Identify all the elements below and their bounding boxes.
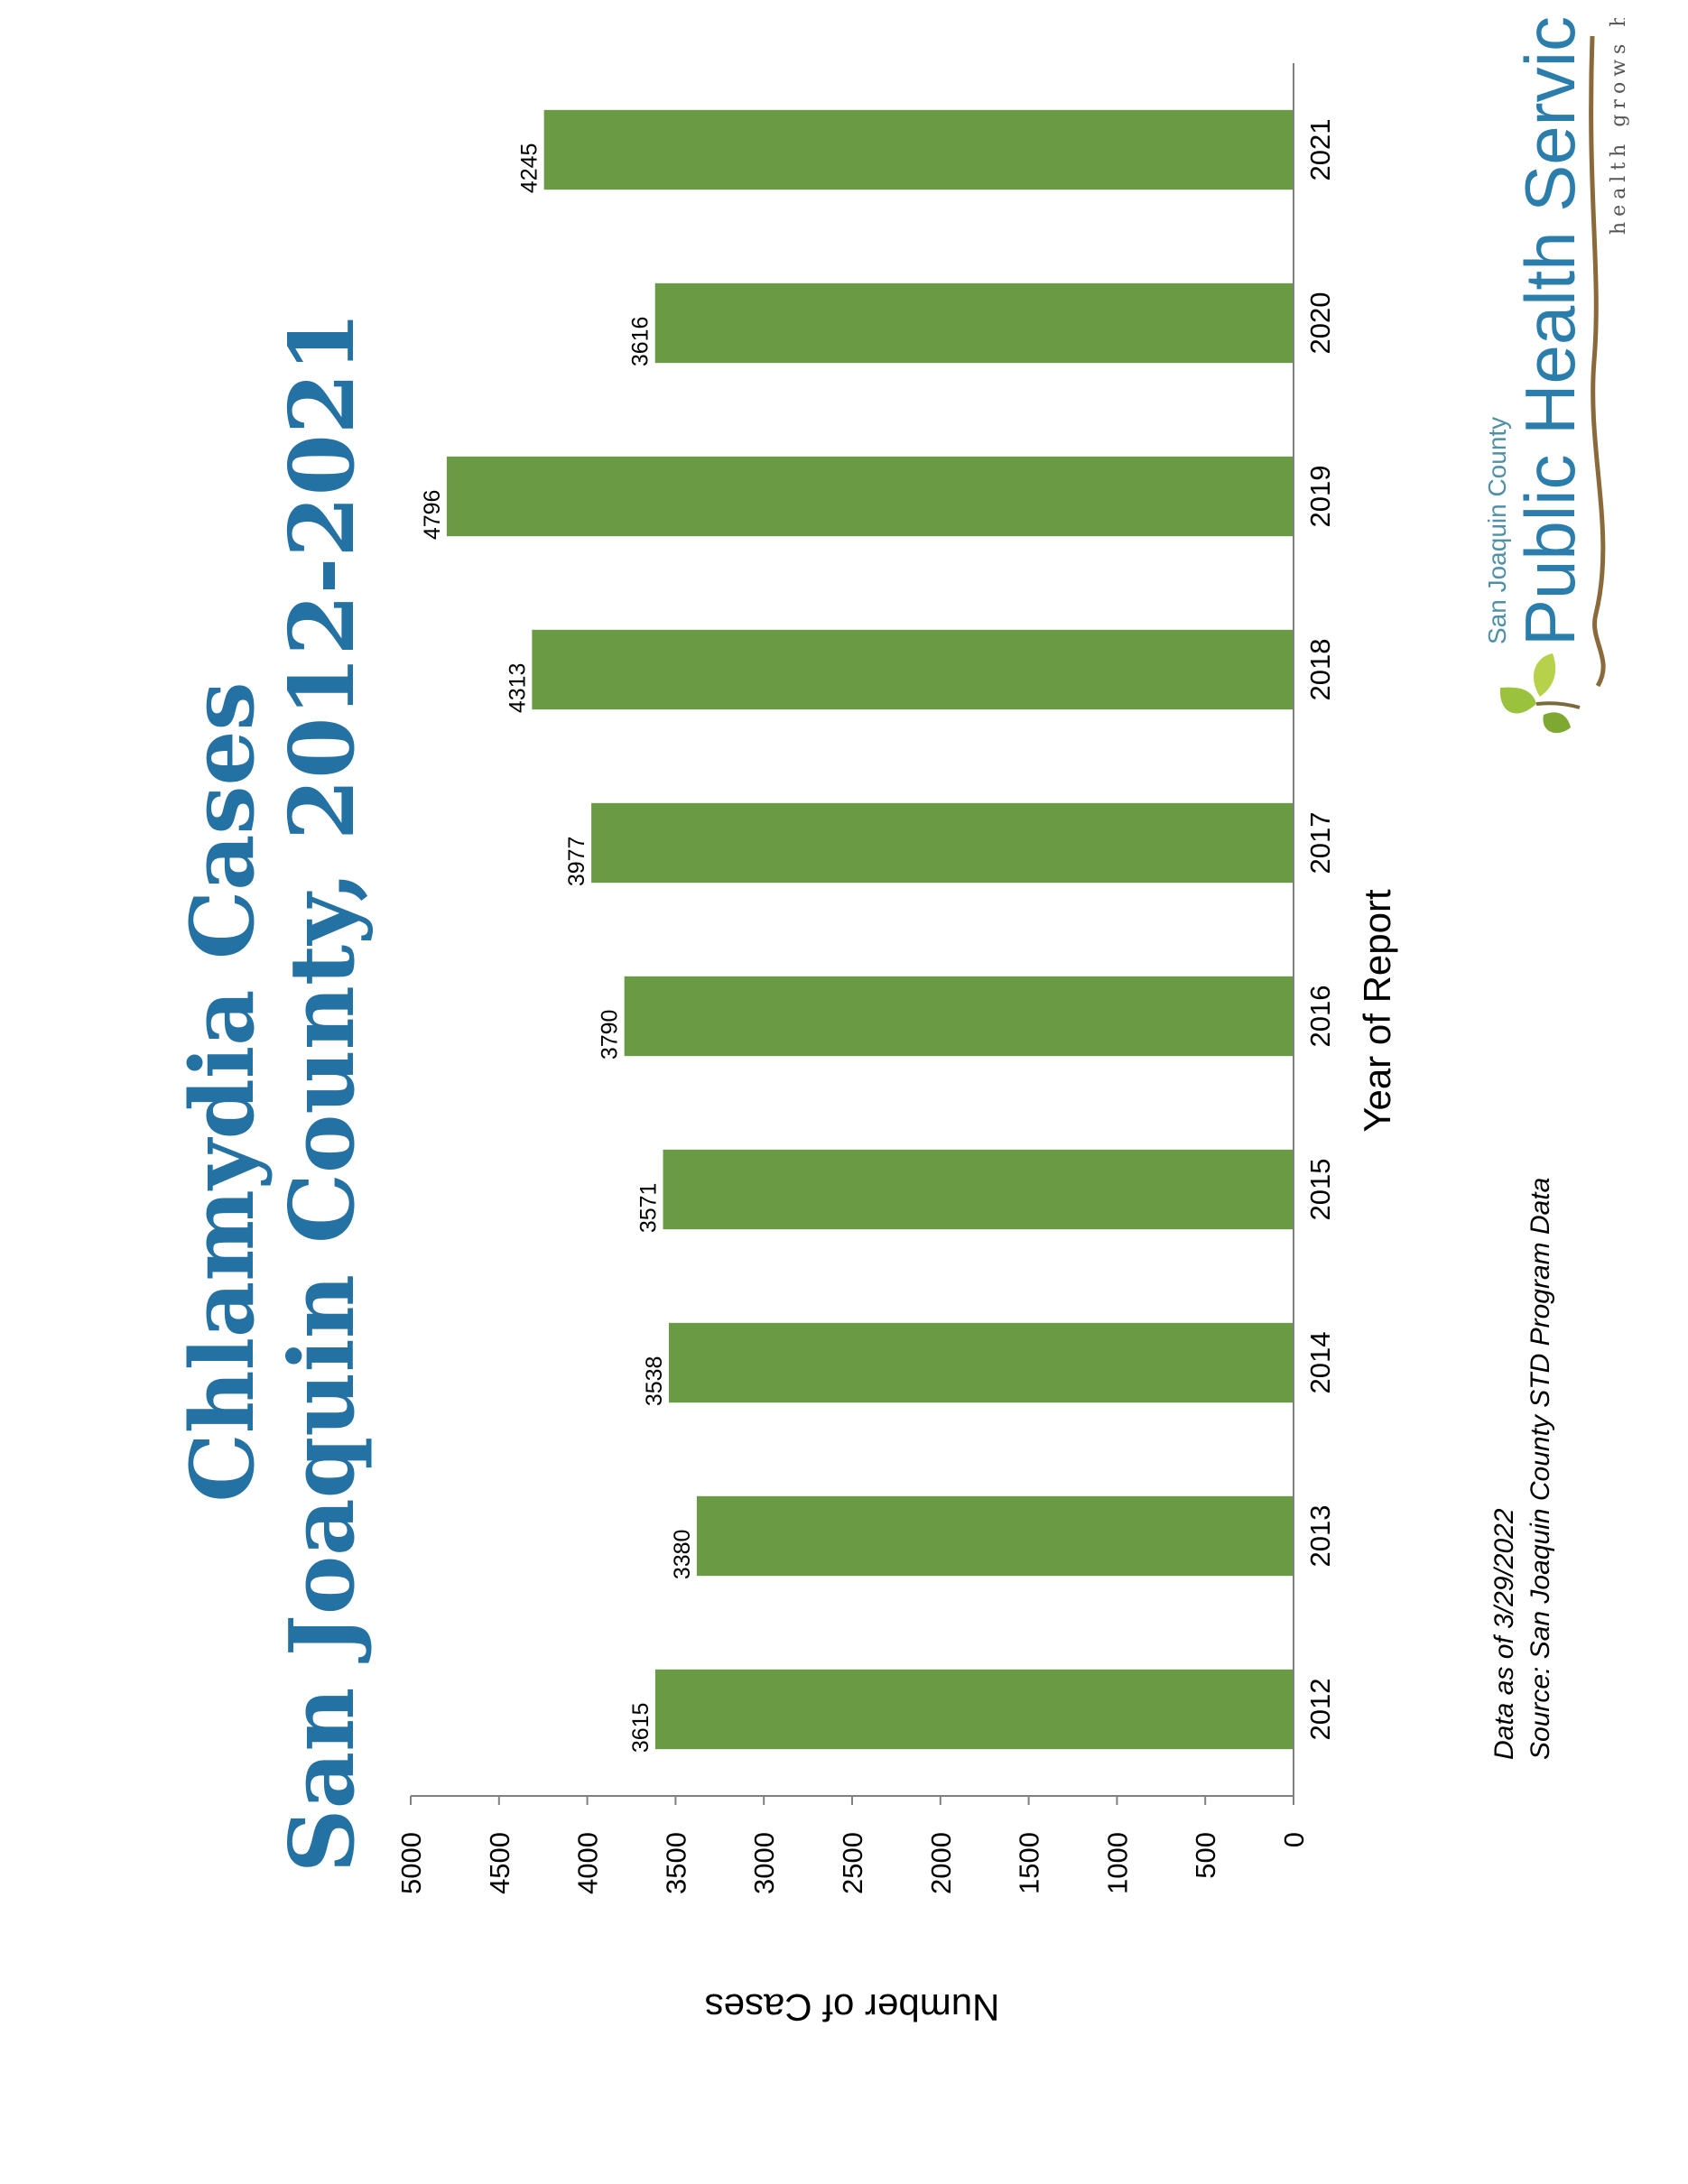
- x-tick-label-2016: 2016: [1304, 986, 1336, 1048]
- x-tick-label-2015: 2015: [1304, 1159, 1336, 1221]
- logo-county-text: San Joaquin County: [1483, 417, 1511, 644]
- labels-layer: 3615 2012 3380 2013 3538 2014 3571 2015 3790 2016…: [395, 119, 1336, 1894]
- logo-main-text: Public Health Services: [1510, 18, 1590, 646]
- x-tick-label-2013: 2013: [1304, 1505, 1336, 1568]
- y-tick-label-1500: 1500: [1014, 1832, 1045, 1894]
- y-axis-title: Number of Cases: [705, 1986, 1000, 2029]
- x-tick-label-2021: 2021: [1304, 119, 1336, 181]
- y-tick-label-500: 500: [1190, 1832, 1221, 1879]
- y-tick-label-2000: 2000: [925, 1832, 957, 1894]
- x-tick-label-2012: 2012: [1304, 1679, 1336, 1741]
- y-tick-label-2500: 2500: [837, 1832, 868, 1894]
- data-label-2015: 3571: [636, 1183, 662, 1234]
- data-date-note: Data as of 3/29/2022: [1489, 1508, 1519, 1760]
- y-tick-label-4500: 4500: [484, 1832, 515, 1894]
- y-tick-label-3500: 3500: [660, 1832, 691, 1894]
- bar-2020: [654, 282, 1294, 364]
- x-axis-title: Year of Report: [1356, 889, 1398, 1133]
- leaf-sprout-icon: [1499, 653, 1581, 734]
- y-tick-label-0: 0: [1278, 1832, 1310, 1847]
- bar-2018: [532, 629, 1294, 710]
- bar-2017: [591, 802, 1294, 884]
- x-tick-label-2020: 2020: [1304, 292, 1336, 355]
- data-label-2017: 3977: [564, 837, 589, 887]
- bar-2012: [654, 1669, 1294, 1750]
- data-label-2012: 3615: [628, 1703, 654, 1754]
- y-tick-label-3000: 3000: [748, 1832, 780, 1894]
- logo-tagline-text: health grows here: [1608, 18, 1630, 235]
- data-label-2013: 3380: [670, 1530, 695, 1580]
- bar-2021: [543, 109, 1294, 190]
- bar-2015: [663, 1149, 1294, 1230]
- bar-2013: [696, 1495, 1294, 1577]
- x-tick-label-2017: 2017: [1304, 812, 1336, 875]
- x-tick-label-2019: 2019: [1304, 466, 1336, 528]
- bar-2019: [446, 456, 1294, 537]
- data-label-2016: 3790: [598, 1010, 623, 1060]
- bars-layer: [446, 109, 1294, 1750]
- public-health-logo: San Joaquin County Public Health Service…: [1483, 18, 1630, 734]
- data-label-2021: 4245: [517, 143, 543, 194]
- data-label-2014: 3538: [642, 1356, 667, 1407]
- bar-2016: [624, 976, 1294, 1057]
- y-tick-label-4000: 4000: [572, 1832, 604, 1894]
- data-label-2020: 3616: [628, 317, 654, 367]
- x-tick-label-2018: 2018: [1304, 639, 1336, 701]
- bar-2014: [668, 1322, 1294, 1403]
- y-tick-label-1000: 1000: [1101, 1832, 1133, 1894]
- data-label-2018: 4313: [505, 663, 530, 714]
- logo-swoosh: [1589, 35, 1606, 688]
- x-tick-label-2014: 2014: [1304, 1332, 1336, 1394]
- y-tick-label-5000: 5000: [395, 1832, 427, 1894]
- source-note: Source: San Joaquin County STD Program D…: [1526, 1177, 1555, 1760]
- data-label-2019: 4796: [420, 490, 445, 541]
